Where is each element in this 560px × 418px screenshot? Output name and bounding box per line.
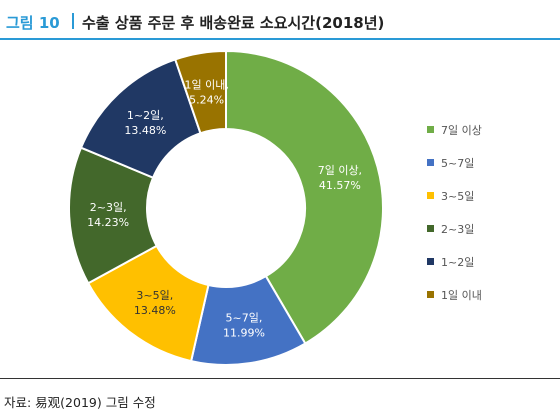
figure-number: 그림 10: [6, 14, 60, 32]
legend-swatch-2: [427, 192, 434, 199]
legend-label-5: 1일 이내: [441, 288, 482, 302]
legend-label-1: 5~7일: [441, 156, 474, 170]
legend-swatch-5: [427, 291, 434, 298]
donut-chart: 7일 이상, 41.57% 5~7일, 11.99% 3~5일, 13.48% 2~3일, 1…: [68, 49, 482, 366]
legend-swatch-0: [427, 126, 434, 133]
legend-label-2: 3~5일: [441, 189, 474, 203]
source-note: 자료: 易观(2019) 그림 수정: [4, 395, 156, 410]
data-label-0: 7일 이상, 41.57%: [318, 163, 362, 192]
footer-rule: [0, 378, 560, 379]
legend-swatch-4: [427, 258, 434, 265]
donut-slices: [68, 49, 384, 366]
data-label-1: 5~7일, 11.99%: [223, 311, 265, 340]
slice-0: [225, 49, 384, 345]
slice-5: [173, 49, 227, 135]
chart-legend: 7일 이상 5~7일 3~5일 2~3일 1~2일 1일 이내: [427, 123, 482, 302]
data-label-2: 3~5일, 13.48%: [134, 288, 176, 317]
header-rule: [0, 38, 560, 40]
title-separator: [72, 13, 74, 29]
legend-label-0: 7일 이상: [441, 123, 482, 137]
legend-label-4: 1~2일: [441, 255, 474, 269]
legend-swatch-3: [427, 225, 434, 232]
legend-swatch-1: [427, 159, 434, 166]
slice-labels: 7일 이상, 41.57% 5~7일, 11.99% 3~5일, 13.48% 2~3일, 1…: [87, 78, 362, 340]
data-label-3: 2~3일, 14.23%: [87, 200, 129, 229]
figure-header: 그림 10 수출 상품 주문 후 배송완료 소요시간(2018년): [0, 0, 560, 40]
data-label-4: 1~2일, 13.48%: [124, 108, 166, 137]
chart-title: 수출 상품 주문 후 배송완료 소요시간(2018년): [82, 14, 385, 32]
legend-label-3: 2~3일: [441, 222, 474, 236]
data-label-5: 1일 이내, 5.24%: [184, 78, 228, 107]
